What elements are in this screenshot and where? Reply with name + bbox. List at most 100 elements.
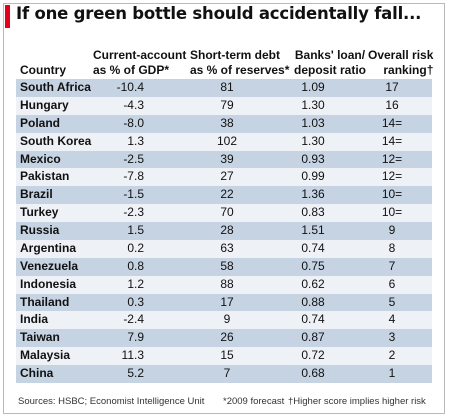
table-row: South Korea 1.3 102 1.30 14= bbox=[16, 132, 432, 151]
cell-country: China bbox=[20, 366, 54, 380]
cell-banks-ratio: 0.74 bbox=[301, 240, 325, 255]
table-row: South Africa -10.4 81 1.09 17 bbox=[16, 79, 432, 97]
table-row: Hungary -4.3 79 1.30 16 bbox=[16, 96, 432, 115]
cell-current-account: 1.3 bbox=[127, 133, 144, 148]
table-row: Poland -8.0 38 1.03 14= bbox=[16, 114, 432, 133]
cell-risk-ranking: 4 bbox=[388, 312, 396, 327]
cell-short-term-debt: 26 bbox=[220, 330, 234, 345]
cell-country: Thailand bbox=[20, 294, 70, 309]
cell-banks-ratio: 1.03 bbox=[301, 115, 325, 130]
cell-short-term-debt: 17 bbox=[220, 294, 234, 309]
cell-country: Poland bbox=[20, 115, 61, 130]
table-row: Thailand 0.3 17 0.88 5 bbox=[16, 293, 432, 312]
cell-short-term-debt: 27 bbox=[220, 169, 234, 184]
table-row: Mexico -2.5 39 0.93 12= bbox=[16, 150, 432, 169]
cell-risk-ranking: 10= bbox=[381, 187, 403, 202]
cell-country: Taiwan bbox=[20, 330, 60, 345]
data-table: South Africa -10.4 81 1.09 17 Hungary -4.3 79 1.… bbox=[16, 79, 432, 383]
cell-banks-ratio: 0.83 bbox=[301, 205, 325, 220]
chart-title: If one green bottle should accidentally … bbox=[16, 4, 422, 23]
cell-banks-ratio: 0.88 bbox=[301, 294, 325, 309]
table-row: Malaysia 11.3 15 0.72 2 bbox=[16, 347, 432, 365]
cell-risk-ranking: 9 bbox=[388, 223, 396, 237]
cell-current-account: -2.5 bbox=[123, 151, 144, 166]
cell-risk-ranking: 7 bbox=[388, 258, 396, 273]
cell-short-term-debt: 7 bbox=[223, 366, 231, 380]
cell-short-term-debt: 22 bbox=[220, 187, 234, 202]
cell-current-account: -7.8 bbox=[123, 169, 144, 184]
table-row: India -2.4 9 0.74 4 bbox=[16, 311, 432, 330]
cell-current-account: 0.8 bbox=[127, 258, 144, 273]
cell-country: Turkey bbox=[20, 205, 59, 220]
cell-country: India bbox=[20, 312, 49, 327]
cell-current-account: -4.3 bbox=[123, 97, 144, 112]
header-country: Country bbox=[20, 63, 66, 78]
cell-risk-ranking: 14= bbox=[381, 115, 403, 130]
cell-country: South Korea bbox=[20, 133, 92, 148]
table-row: Argentina 0.2 63 0.74 8 bbox=[16, 239, 432, 258]
header-banks-ratio: Banks' loan/ deposit ratio bbox=[294, 48, 366, 78]
cell-risk-ranking: 2 bbox=[388, 348, 396, 363]
cell-banks-ratio: 1.36 bbox=[301, 187, 325, 202]
cell-country: Venezuela bbox=[20, 258, 79, 273]
footer-sources: Sources: HSBC; Economist Intelligence Un… bbox=[18, 396, 205, 407]
cell-current-account: 0.3 bbox=[127, 294, 144, 309]
cell-short-term-debt: 81 bbox=[220, 80, 234, 94]
cell-current-account: 1.2 bbox=[127, 276, 144, 291]
header-risk-ranking: Overall risk ranking† bbox=[368, 48, 433, 78]
cell-current-account: 7.9 bbox=[127, 330, 144, 345]
cell-risk-ranking: 6 bbox=[388, 276, 396, 291]
header-short-term-debt-line2: as % of reserves* bbox=[190, 63, 290, 77]
cell-risk-ranking: 1 bbox=[388, 366, 396, 380]
cell-banks-ratio: 0.74 bbox=[301, 312, 325, 327]
cell-current-account: -2.3 bbox=[123, 205, 144, 220]
table-row: China 5.2 7 0.68 1 bbox=[16, 365, 432, 383]
cell-country: South Africa bbox=[20, 80, 91, 94]
cell-short-term-debt: 28 bbox=[220, 223, 234, 237]
cell-risk-ranking: 14= bbox=[381, 133, 403, 148]
cell-short-term-debt: 70 bbox=[220, 205, 234, 220]
cell-short-term-debt: 9 bbox=[223, 312, 231, 327]
cell-current-account: 1.5 bbox=[127, 223, 144, 237]
cell-current-account: -2.4 bbox=[123, 312, 144, 327]
cell-banks-ratio: 1.30 bbox=[301, 133, 325, 148]
cell-current-account: -10.4 bbox=[116, 80, 144, 94]
header-risk-ranking-line1: Overall risk bbox=[368, 48, 434, 62]
cell-banks-ratio: 1.30 bbox=[301, 97, 325, 112]
cell-banks-ratio: 0.62 bbox=[301, 276, 325, 291]
table-row: Venezuela 0.8 58 0.75 7 bbox=[16, 257, 432, 276]
cell-banks-ratio: 0.75 bbox=[301, 258, 325, 273]
cell-current-account: 5.2 bbox=[127, 366, 144, 380]
cell-short-term-debt: 79 bbox=[220, 97, 234, 112]
cell-country: Russia bbox=[20, 223, 60, 237]
footer-risk-note: †Higher score implies higher risk bbox=[288, 396, 426, 407]
cell-country: Hungary bbox=[20, 97, 69, 112]
header-current-account: Current-account as % of GDP* bbox=[93, 48, 186, 78]
cell-risk-ranking: 5 bbox=[388, 294, 396, 309]
cell-risk-ranking: 16 bbox=[385, 97, 399, 112]
header-short-term-debt: Short-term debt as % of reserves* bbox=[190, 48, 289, 78]
header-risk-ranking-line2: ranking† bbox=[383, 63, 434, 77]
cell-banks-ratio: 1.09 bbox=[301, 80, 325, 94]
table-row: Russia 1.5 28 1.51 9 bbox=[16, 222, 432, 240]
cell-country: Pakistan bbox=[20, 169, 70, 184]
cell-current-account: 0.2 bbox=[127, 240, 144, 255]
cell-country: Malaysia bbox=[20, 348, 71, 363]
cell-country: Indonesia bbox=[20, 276, 77, 291]
header-short-term-debt-line1: Short-term debt bbox=[190, 48, 280, 62]
cell-banks-ratio: 0.72 bbox=[301, 348, 325, 363]
cell-short-term-debt: 58 bbox=[220, 258, 234, 273]
cell-country: Mexico bbox=[20, 151, 61, 166]
cell-risk-ranking: 12= bbox=[381, 169, 403, 184]
cell-current-account: -8.0 bbox=[123, 115, 144, 130]
cell-short-term-debt: 38 bbox=[220, 115, 234, 130]
header-current-account-line1: Current-account bbox=[93, 48, 187, 62]
cell-risk-ranking: 12= bbox=[381, 151, 403, 166]
cell-risk-ranking: 17 bbox=[385, 80, 399, 94]
cell-current-account: 11.3 bbox=[121, 348, 144, 363]
cell-banks-ratio: 1.51 bbox=[301, 223, 325, 237]
cell-short-term-debt: 15 bbox=[220, 348, 234, 363]
table-row: Taiwan 7.9 26 0.87 3 bbox=[16, 329, 432, 348]
cell-short-term-debt: 88 bbox=[220, 276, 234, 291]
cell-current-account: -1.5 bbox=[123, 187, 144, 202]
